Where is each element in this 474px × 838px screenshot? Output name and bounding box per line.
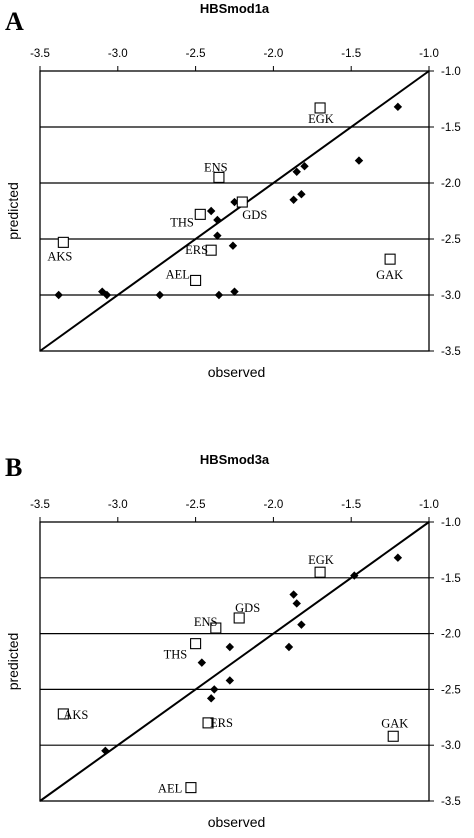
point-label: EGK (308, 553, 334, 567)
x-axis-label: observed (208, 814, 266, 830)
data-point-diamond (197, 658, 207, 667)
data-point-diamond (289, 590, 298, 599)
x-axis-label: observed (208, 364, 266, 380)
x-tick-label: -2.5 (186, 48, 206, 60)
data-point-square (185, 782, 197, 794)
point-label: GAK (376, 268, 403, 282)
chart-panel-b: B HBSmod3a -3.5 -3.0 -2.5 -2.0 -1.5 -1.0-1.0 -1.… (5, 452, 461, 830)
data-point-diamond (230, 197, 239, 207)
data-point-square (57, 708, 69, 720)
point-label: ENS (194, 615, 218, 629)
point-label: AKS (47, 249, 72, 263)
chart-title: HBSmod1a (200, 1, 270, 16)
data-point-diamond (155, 290, 165, 300)
point-label: GDS (242, 208, 267, 222)
data-point-diamond (284, 642, 294, 652)
data-point-diamond (228, 241, 238, 250)
x-tick-label: -1.5 (341, 499, 361, 511)
identity-line (39, 70, 430, 352)
y-tick-label: -1.0 (441, 66, 461, 78)
data-point-diamond (393, 553, 403, 562)
y-axis-label: predicted (5, 633, 21, 691)
y-tick-label: -3.0 (441, 740, 461, 752)
data-point-diamond (213, 215, 222, 225)
y-tick-label: -1.5 (441, 573, 461, 585)
plot-frame (39, 521, 430, 802)
data-point-diamond (225, 642, 235, 652)
data-point-diamond (214, 290, 224, 300)
panel-letter: A (5, 7, 24, 36)
data-point-square (205, 244, 217, 256)
y-tick-label: -1.0 (441, 517, 461, 529)
data-point-diamond (206, 206, 216, 216)
y-tick-label: -3.5 (441, 346, 461, 358)
chart-panel-a: A HBSmod1a -3.5 -3.0 -2.5 -2.0 -1.5 -1.0-1.0 -1.… (5, 1, 461, 380)
data-point-square (210, 622, 222, 634)
y-tick-label: -2.0 (441, 629, 461, 641)
data-point-diamond (206, 694, 216, 703)
data-point-square (190, 638, 202, 650)
data-point-square (202, 717, 214, 729)
point-label: GDS (235, 601, 260, 615)
data-point-square (236, 196, 248, 208)
data-point-square (384, 253, 396, 265)
data-point-diamond (297, 620, 306, 629)
data-point-square (213, 171, 225, 183)
x-tick-label: -2.0 (263, 48, 283, 60)
data-point-diamond (300, 162, 309, 171)
data-point-diamond (102, 290, 112, 300)
x-tick-label: -2.5 (186, 499, 206, 511)
x-tick-label: -3.0 (108, 499, 128, 511)
x-tick-label: -1.0 (419, 499, 439, 511)
data-point-square (314, 102, 326, 114)
data-point-square (314, 566, 326, 578)
data-point-square (190, 274, 202, 286)
point-label: ENS (204, 160, 228, 174)
x-tick-label: -3.5 (30, 48, 50, 60)
y-tick-label: -2.0 (441, 178, 461, 190)
data-point-diamond (292, 599, 301, 608)
x-tick-label: -2.0 (263, 499, 283, 511)
point-label: AKS (63, 708, 88, 722)
data-point-diamond (297, 190, 306, 199)
data-point-diamond (354, 156, 364, 165)
data-point-diamond (230, 287, 239, 296)
point-label: AEL (166, 267, 190, 281)
x-tick-label: -1.5 (341, 48, 361, 60)
y-tick-label: -2.5 (441, 234, 461, 246)
identity-line (39, 521, 430, 802)
data-point-square (194, 208, 206, 220)
y-tick-label: -3.0 (441, 290, 461, 302)
y-tick-label: -2.5 (441, 684, 461, 696)
y-tick-label: -3.5 (441, 796, 461, 808)
data-point-diamond (210, 685, 219, 694)
data-point-diamond (350, 571, 359, 580)
point-label: ERS (185, 243, 208, 257)
point-label: THS (170, 215, 194, 229)
x-tick-label: -3.0 (108, 48, 128, 60)
data-point-diamond (54, 290, 63, 300)
point-label: EGK (308, 112, 334, 126)
plot-frame (39, 70, 430, 352)
x-tick-label: -3.5 (30, 499, 50, 511)
chart-title: HBSmod3a (200, 452, 270, 467)
data-point-diamond (289, 195, 298, 204)
point-label: GAK (381, 716, 408, 730)
point-label: AEL (158, 782, 182, 796)
point-label: THS (164, 648, 188, 662)
y-tick-label: -1.5 (441, 122, 461, 134)
data-point-diamond (101, 746, 110, 755)
y-axis-label: predicted (5, 182, 21, 240)
data-point-diamond (213, 231, 222, 240)
data-point-square (57, 236, 69, 248)
data-point-diamond (292, 167, 301, 176)
data-point-diamond (225, 676, 235, 685)
panel-letter: B (5, 453, 22, 482)
x-tick-label: -1.0 (419, 48, 439, 60)
data-point-diamond (393, 102, 403, 112)
data-point-square (233, 612, 245, 624)
point-label: ERS (210, 716, 233, 730)
data-point-square (387, 730, 399, 742)
